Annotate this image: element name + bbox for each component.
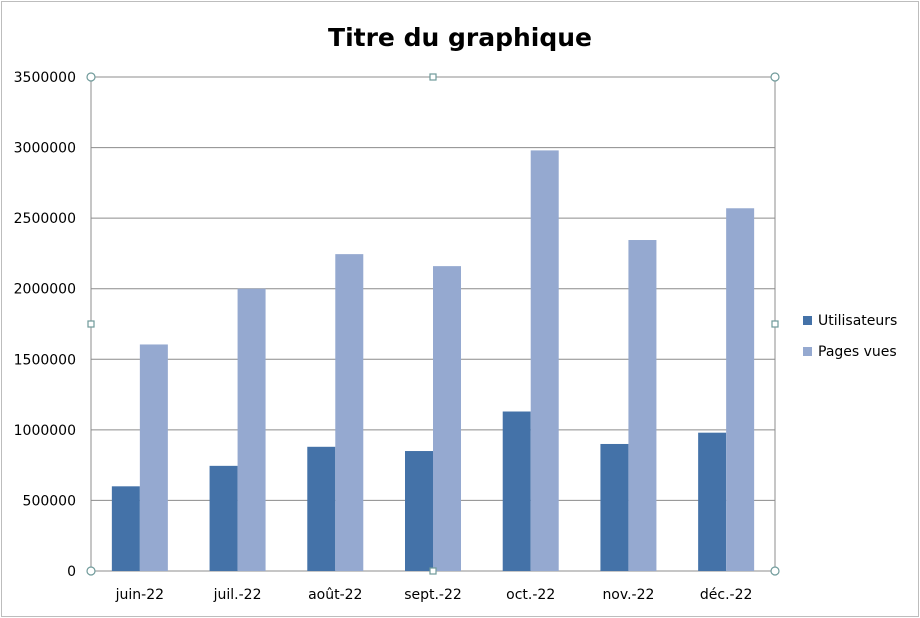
y-tick-label: 3500000 — [14, 70, 76, 86]
x-tick-label: juin-22 — [115, 587, 164, 603]
bar-utilisateurs[interactable] — [698, 432, 727, 571]
bar-pages-vues[interactable] — [139, 344, 168, 571]
x-tick-label: août-22 — [308, 587, 362, 603]
selection-handles[interactable] — [86, 72, 780, 576]
bar-utilisateurs[interactable] — [307, 446, 336, 571]
legend-label: Pages vues — [818, 344, 897, 360]
bar-pages-vues[interactable] — [628, 240, 657, 571]
bar-pages-vues[interactable] — [530, 150, 559, 571]
resize-handle-corner[interactable] — [86, 72, 96, 82]
bar-pages-vues[interactable] — [335, 254, 364, 572]
y-tick-label: 3000000 — [14, 141, 76, 157]
y-axis-ticks: 0 500000 1000000 1500000 2000000 2500000 30000… — [14, 70, 76, 580]
legend-swatch — [803, 316, 812, 325]
bar-pages-vues[interactable] — [237, 288, 266, 571]
x-tick-label: déc.-22 — [700, 587, 753, 603]
bar-utilisateurs[interactable] — [111, 486, 140, 571]
resize-handle-corner[interactable] — [770, 566, 780, 576]
x-tick-label: sept.-22 — [404, 587, 462, 603]
x-tick-label: juil.-22 — [213, 587, 262, 603]
legend[interactable]: Utilisateurs Pages vues — [803, 313, 897, 360]
legend-label: Utilisateurs — [818, 313, 897, 329]
y-tick-label: 2000000 — [14, 282, 76, 298]
bar-utilisateurs[interactable] — [405, 451, 433, 571]
resize-handle-side[interactable] — [429, 567, 437, 575]
bar-pages-vues[interactable] — [726, 208, 755, 571]
bar-utilisateurs[interactable] — [600, 443, 629, 571]
resize-handle-side[interactable] — [771, 320, 779, 328]
resize-handle-corner[interactable] — [86, 566, 96, 576]
bars — [111, 150, 755, 572]
y-tick-label: 1000000 — [14, 423, 76, 439]
y-tick-label: 1500000 — [14, 352, 76, 368]
bar-pages-vues[interactable] — [433, 266, 461, 571]
y-tick-label: 500000 — [23, 493, 76, 509]
x-tick-label: nov.-22 — [602, 587, 654, 603]
x-axis-ticks: juin-22 juil.-22 août-22 sept.-22 oct.-22 nov… — [115, 587, 753, 603]
y-tick-label: 2500000 — [14, 211, 76, 227]
x-tick-label: oct.-22 — [506, 587, 555, 603]
resize-handle-side[interactable] — [87, 320, 95, 328]
y-tick-label: 0 — [67, 564, 76, 580]
bar-utilisateurs[interactable] — [209, 465, 238, 571]
resize-handle-corner[interactable] — [770, 72, 780, 82]
resize-handle-side[interactable] — [429, 73, 437, 81]
legend-swatch — [803, 347, 812, 356]
chart-title: Titre du graphique — [328, 23, 592, 52]
bar-utilisateurs[interactable] — [502, 411, 531, 571]
